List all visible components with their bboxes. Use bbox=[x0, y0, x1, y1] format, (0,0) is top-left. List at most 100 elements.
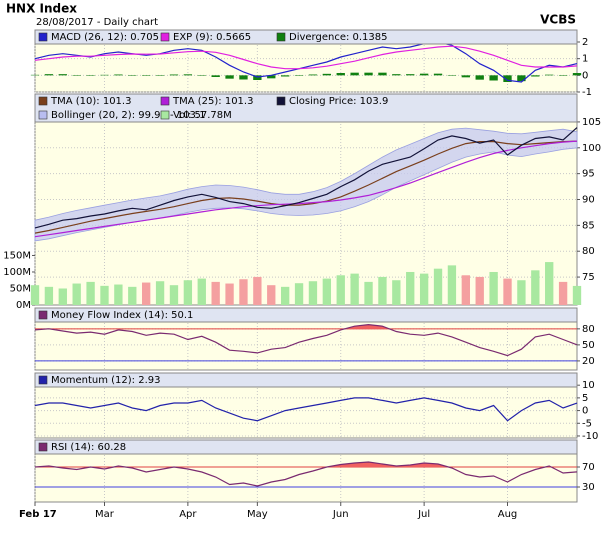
divergence-bar bbox=[503, 75, 512, 82]
divergence-bar bbox=[336, 73, 345, 76]
divergence-bar bbox=[545, 74, 554, 76]
legend-label: MACD (26, 12): 0.705 bbox=[51, 32, 159, 43]
y-tick-label: 0 bbox=[582, 70, 588, 81]
x-tick-label: Aug bbox=[498, 509, 518, 520]
legend-swatch bbox=[160, 96, 170, 106]
volume-bar bbox=[211, 281, 220, 305]
volume-bar bbox=[447, 265, 457, 305]
y2-tick-label: 50M bbox=[10, 283, 31, 294]
legend-label: Divergence: 0.1385 bbox=[289, 32, 388, 43]
volume-bar bbox=[503, 278, 512, 305]
volume-bar bbox=[419, 273, 429, 305]
volume-bar bbox=[364, 281, 373, 305]
series-line bbox=[34, 461, 578, 487]
divergence-bar bbox=[197, 75, 206, 76]
y-tick-label: 75 bbox=[582, 272, 595, 283]
legend-swatch bbox=[160, 32, 170, 42]
y-tick-label: -5 bbox=[582, 418, 592, 429]
y-tick-label: 105 bbox=[582, 117, 601, 128]
divergence-bar bbox=[475, 75, 484, 80]
y-tick-label: 1 bbox=[582, 54, 588, 65]
y-tick-label: 20 bbox=[582, 356, 595, 367]
chart-subtitle: 28/08/2017 - Daily chart bbox=[36, 17, 158, 28]
y-tick-label: 5 bbox=[582, 393, 588, 404]
volume-bar bbox=[531, 270, 540, 305]
y-tick-label: 95 bbox=[582, 169, 595, 180]
divergence-bar bbox=[447, 75, 457, 76]
divergence-bar bbox=[114, 74, 123, 76]
y2-tick-label: 0M bbox=[16, 300, 31, 311]
volume-bar bbox=[461, 275, 470, 305]
divergence-bar bbox=[294, 75, 304, 76]
legend-label: TMA (10): 101.3 bbox=[50, 96, 131, 107]
series-line bbox=[34, 140, 578, 238]
y-tick-label: 50 bbox=[582, 340, 595, 351]
x-tick-label: Mar bbox=[95, 509, 115, 520]
series-line bbox=[34, 397, 578, 422]
legend-band bbox=[34, 29, 578, 45]
y-tick-label: 10 bbox=[582, 380, 595, 391]
series-line bbox=[34, 41, 578, 83]
legend-swatch bbox=[38, 110, 48, 120]
legend-label: RSI (14): 60.28 bbox=[51, 442, 126, 453]
divergence-bar bbox=[461, 75, 470, 78]
volume-bar bbox=[336, 275, 345, 305]
volume-bar bbox=[558, 281, 568, 305]
divergence-bar bbox=[572, 73, 582, 76]
y-tick-label: 70 bbox=[582, 462, 595, 473]
divergence-bar bbox=[531, 75, 540, 77]
volume-bar bbox=[392, 280, 401, 305]
x-tick-label: Jul bbox=[417, 509, 430, 520]
volume-bar bbox=[350, 273, 359, 305]
overbought-fill bbox=[35, 462, 552, 467]
legend-label: Closing Price: 103.9 bbox=[289, 96, 388, 107]
chart-title: HNX Index bbox=[6, 2, 77, 16]
divergence-bar bbox=[86, 75, 95, 76]
legend-band bbox=[34, 372, 578, 388]
volume-bar bbox=[128, 286, 137, 305]
legend-label: TMA (25): 101.3 bbox=[172, 96, 253, 107]
volume-bar bbox=[86, 281, 95, 305]
legend-swatch bbox=[38, 32, 48, 42]
divergence-bar bbox=[322, 73, 332, 76]
y-tick-label: 90 bbox=[582, 195, 595, 206]
volume-bar bbox=[183, 280, 193, 305]
volume-bar bbox=[72, 283, 81, 305]
volume-bar bbox=[433, 268, 443, 305]
y-tick-label: 100 bbox=[582, 143, 601, 154]
legend-swatch bbox=[160, 110, 170, 120]
bollinger-band bbox=[34, 127, 578, 242]
volume-bar bbox=[30, 285, 40, 305]
legend-label: Bollinger (20, 2): 99.98 - 103.1 bbox=[51, 110, 205, 121]
legend-swatch bbox=[38, 375, 48, 385]
divergence-bar bbox=[558, 75, 568, 76]
y-tick-label: 85 bbox=[582, 220, 595, 231]
volume-bar bbox=[114, 284, 123, 305]
y-tick-label: 2 bbox=[582, 37, 588, 48]
legend-band bbox=[34, 93, 578, 123]
volume-bar bbox=[475, 276, 484, 305]
y2-tick-label: 150M bbox=[3, 250, 31, 261]
volume-bar bbox=[155, 281, 165, 305]
legend-label: EXP (9): 0.5665 bbox=[173, 32, 251, 43]
legend-swatch bbox=[276, 32, 286, 42]
legend-band bbox=[34, 307, 578, 323]
legend-swatch bbox=[276, 96, 286, 106]
divergence-bar bbox=[58, 74, 67, 76]
series-line bbox=[34, 127, 578, 229]
divergence-bar bbox=[378, 72, 387, 76]
y-tick-label: 80 bbox=[582, 324, 595, 335]
x-tick-label: Apr bbox=[179, 509, 197, 520]
divergence-bar bbox=[169, 74, 179, 76]
divergence-bar bbox=[433, 73, 443, 76]
divergence-bar bbox=[211, 75, 220, 77]
divergence-bar bbox=[392, 74, 401, 76]
volume-bar bbox=[239, 279, 248, 305]
divergence-bar bbox=[419, 73, 429, 76]
divergence-bar bbox=[155, 75, 165, 76]
x-tick-label: Jun bbox=[332, 509, 349, 520]
y-tick-label: 30 bbox=[582, 482, 595, 493]
y2-tick-label: 100M bbox=[3, 267, 31, 278]
legend-label: Vol: 57.78M bbox=[173, 110, 232, 121]
